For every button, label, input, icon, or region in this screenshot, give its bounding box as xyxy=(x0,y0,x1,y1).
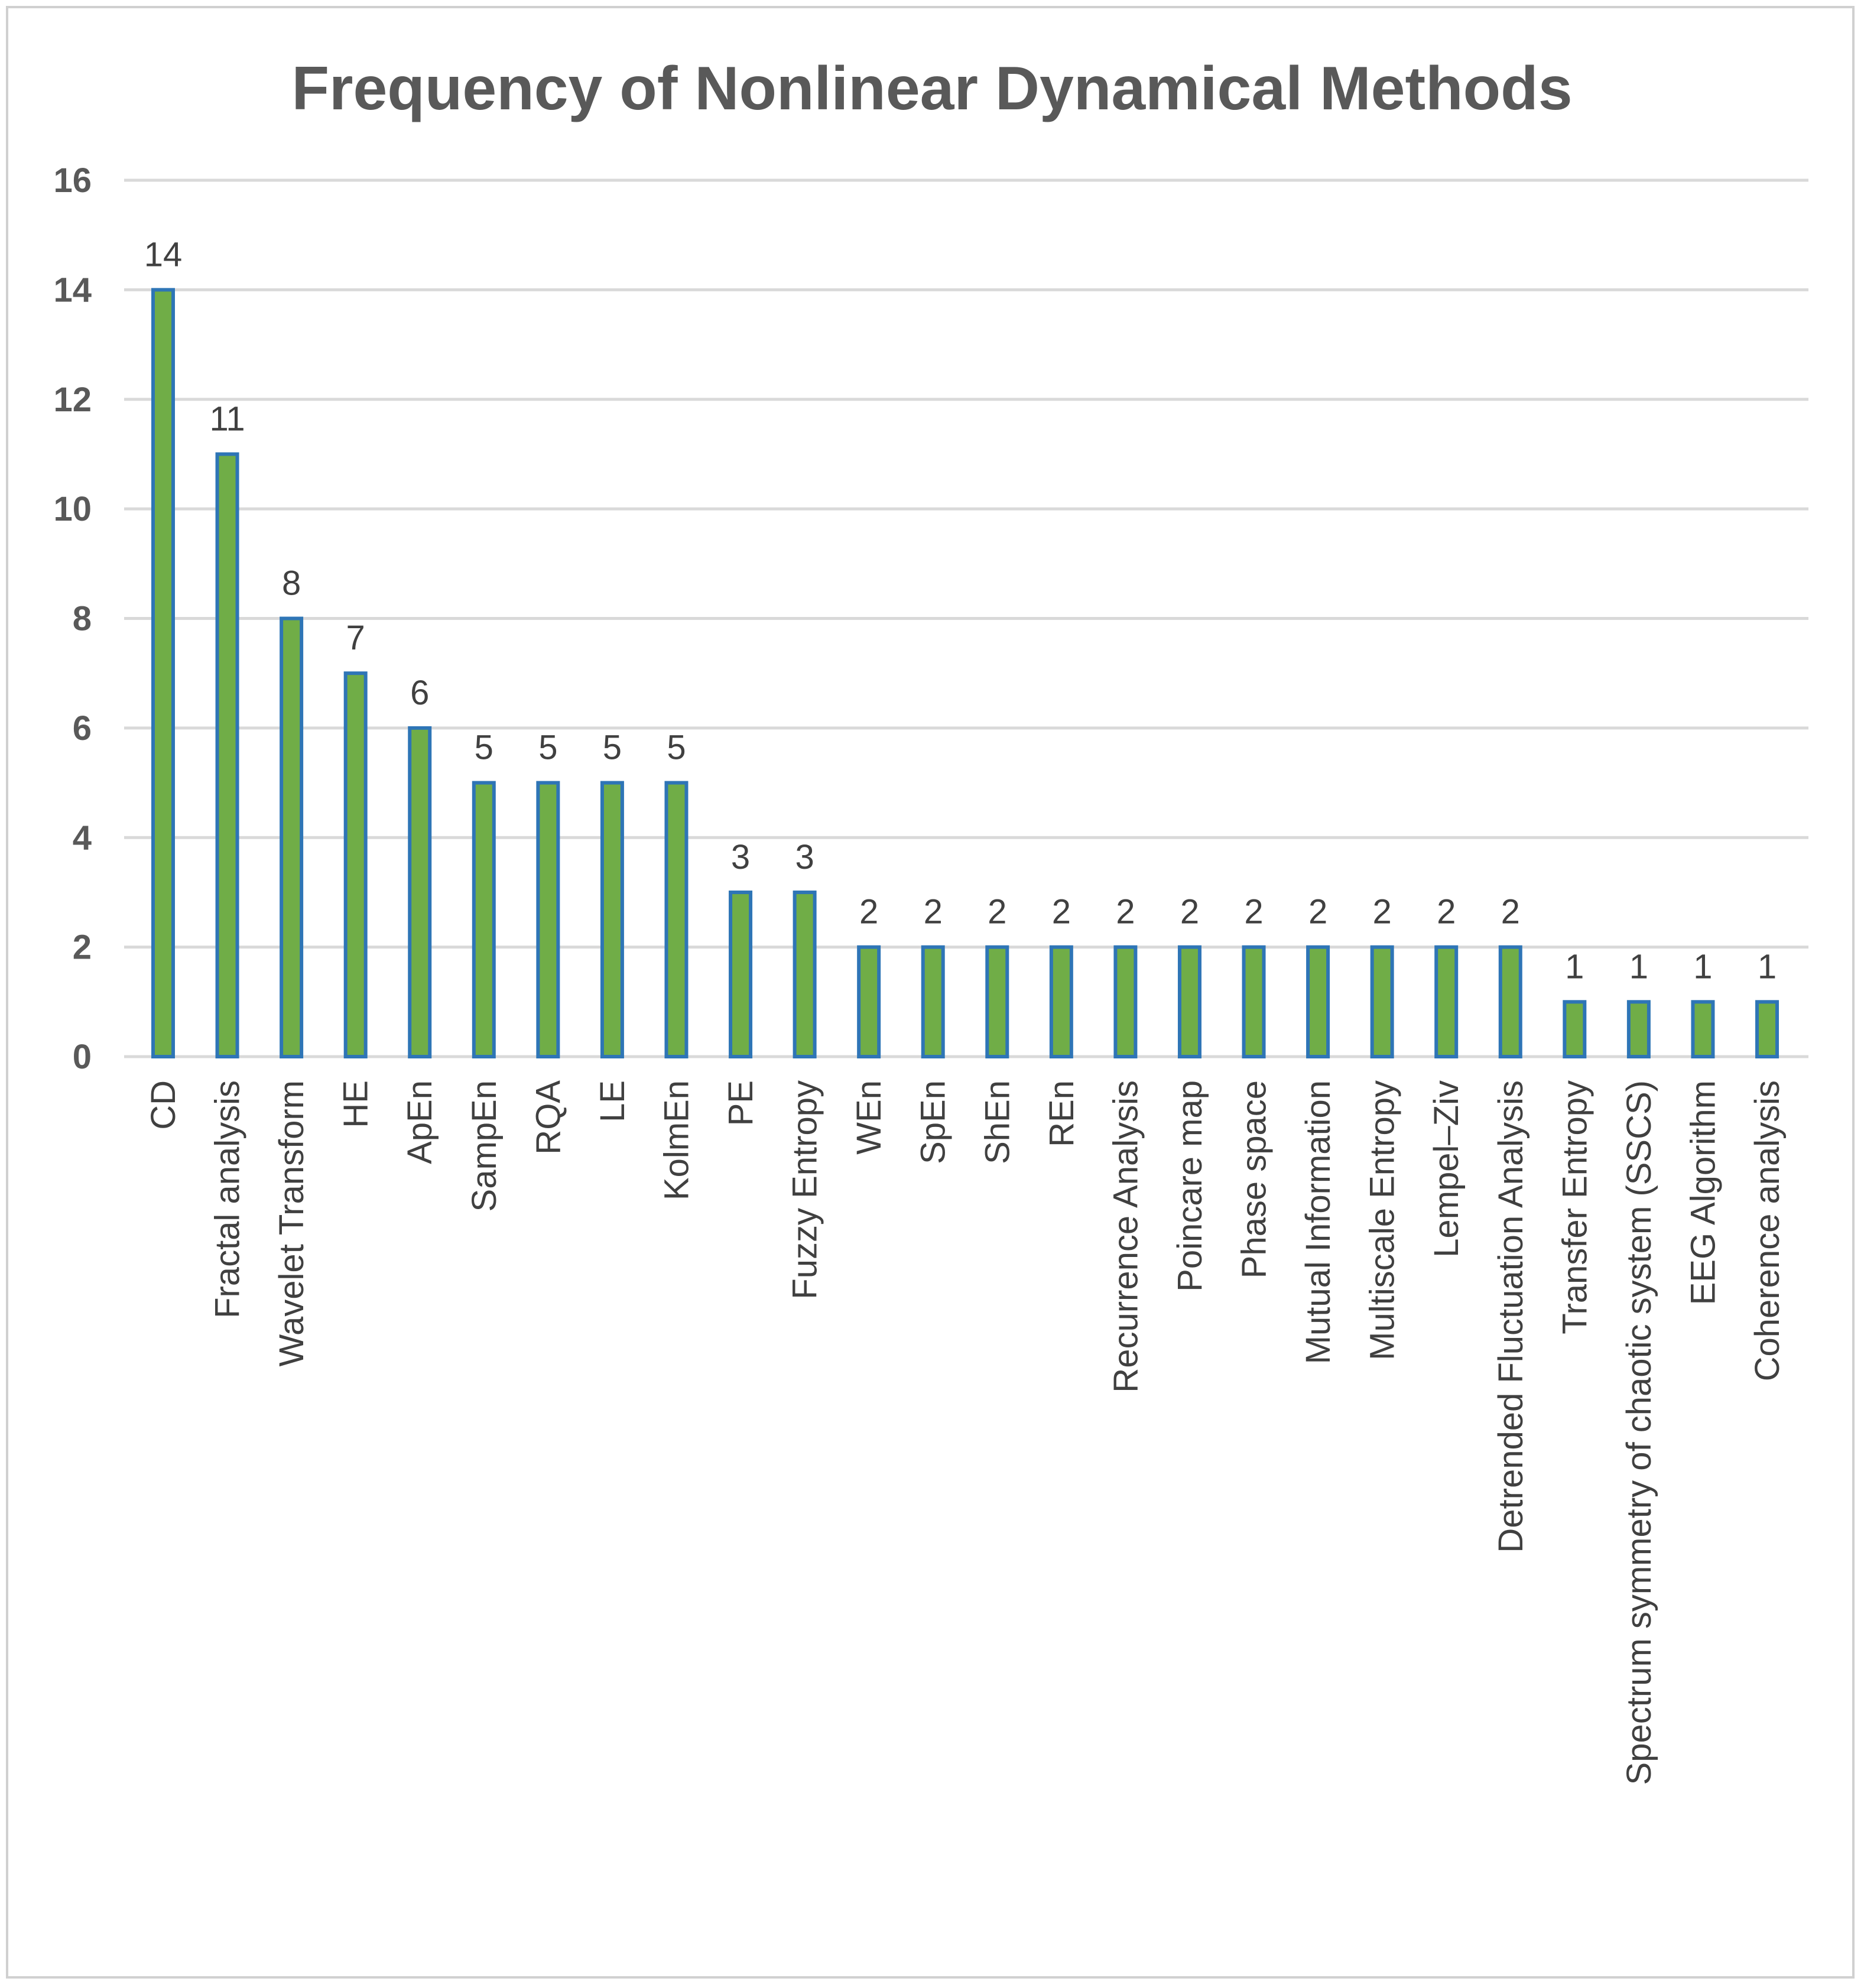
data-label: 2 xyxy=(1308,893,1327,931)
bar[interactable] xyxy=(1691,1000,1715,1058)
data-label: 5 xyxy=(667,729,686,767)
x-tick-label: Poincare map xyxy=(1171,1080,1209,1292)
bar[interactable] xyxy=(921,945,945,1058)
x-tick-label: CD xyxy=(144,1080,183,1130)
data-label: 11 xyxy=(209,399,245,438)
x-tick-label: HE xyxy=(337,1080,375,1128)
y-tick-label: 16 xyxy=(53,161,92,200)
y-tick-label: 12 xyxy=(53,381,92,419)
x-tick-label: Fractal analysis xyxy=(209,1080,247,1318)
bar[interactable] xyxy=(729,890,753,1058)
bar[interactable] xyxy=(664,781,689,1058)
x-tick-label: Multiscale Entropy xyxy=(1363,1080,1402,1360)
x-tick-label: Phase space xyxy=(1235,1080,1274,1278)
bar[interactable] xyxy=(1434,945,1459,1058)
bar[interactable] xyxy=(1626,1000,1651,1058)
y-tick-label: 4 xyxy=(73,818,92,857)
bar[interactable] xyxy=(408,726,432,1058)
data-label: 2 xyxy=(859,893,878,931)
bar[interactable] xyxy=(1242,945,1266,1058)
data-label: 2 xyxy=(1437,893,1456,931)
x-tick-label: Recurrence Analysis xyxy=(1106,1080,1145,1393)
bar[interactable] xyxy=(1370,945,1394,1058)
data-label: 5 xyxy=(603,729,622,767)
x-tick-label: Mutual Information xyxy=(1299,1080,1337,1364)
data-label: 2 xyxy=(924,893,943,931)
data-label: 5 xyxy=(475,729,493,767)
data-label: 2 xyxy=(1373,893,1392,931)
x-tick-label: Spectrum symmetry of chaotic system (SSC… xyxy=(1620,1080,1658,1785)
x-tick-label: EEG Algorithm xyxy=(1684,1080,1722,1305)
x-tick-label: Detrended Fluctuation Analysis xyxy=(1492,1080,1530,1553)
x-axis-tick-labels: CD Fractal analysis Wavelet Transform HE ApE… xyxy=(144,1080,1787,1785)
bars xyxy=(151,288,1779,1058)
y-tick-label: 6 xyxy=(73,709,92,748)
x-tick-label: SpEn xyxy=(914,1080,953,1164)
bar[interactable] xyxy=(1113,945,1138,1058)
data-label: 1 xyxy=(1629,947,1648,986)
bar[interactable] xyxy=(1177,945,1201,1058)
data-label: 14 xyxy=(144,235,183,274)
x-tick-label: REn xyxy=(1043,1080,1081,1147)
data-label: 3 xyxy=(731,838,750,876)
y-tick-label: 0 xyxy=(73,1038,92,1076)
x-tick-label: RQA xyxy=(529,1080,567,1155)
data-label: 3 xyxy=(795,838,814,876)
x-tick-label: PE xyxy=(722,1080,760,1126)
bar[interactable] xyxy=(472,781,496,1058)
x-tick-label: Transfer Entropy xyxy=(1556,1080,1594,1334)
y-tick-label: 2 xyxy=(73,928,92,967)
data-label: 2 xyxy=(1180,893,1199,931)
bar[interactable] xyxy=(536,781,560,1058)
x-tick-label: Coherence analysis xyxy=(1748,1080,1787,1381)
x-tick-label: ApEn xyxy=(401,1080,439,1164)
y-tick-label: 8 xyxy=(73,600,92,638)
data-label: 8 xyxy=(282,564,301,603)
bar[interactable] xyxy=(343,671,368,1058)
x-tick-label: LE xyxy=(593,1080,632,1122)
bar[interactable] xyxy=(793,890,817,1058)
bar[interactable] xyxy=(1563,1000,1587,1058)
bar[interactable] xyxy=(1306,945,1330,1058)
x-tick-label: Wavelet Transform xyxy=(272,1080,311,1367)
data-label: 1 xyxy=(1693,947,1712,986)
data-label: 2 xyxy=(1244,893,1263,931)
bar[interactable] xyxy=(1049,945,1073,1058)
x-tick-label: Fuzzy Entropy xyxy=(786,1080,824,1300)
x-tick-label: SampEn xyxy=(465,1080,504,1211)
bar[interactable] xyxy=(280,616,304,1058)
gridlines xyxy=(124,178,1808,1058)
x-tick-label: ShEn xyxy=(978,1080,1017,1164)
y-axis-tick-labels: 0 2 4 6 8 10 12 14 16 xyxy=(53,161,92,1076)
bar[interactable] xyxy=(151,288,175,1058)
x-tick-label: WEn xyxy=(850,1080,888,1155)
data-label: 7 xyxy=(346,619,365,657)
data-label: 2 xyxy=(1501,893,1520,931)
data-label: 1 xyxy=(1565,947,1584,986)
data-label: 6 xyxy=(410,674,429,712)
x-tick-label: KolmEn xyxy=(657,1080,696,1200)
bar[interactable] xyxy=(985,945,1009,1058)
data-label: 1 xyxy=(1758,947,1777,986)
bar[interactable] xyxy=(1498,945,1522,1058)
bar[interactable] xyxy=(1755,1000,1779,1058)
bar[interactable] xyxy=(857,945,881,1058)
data-label: 2 xyxy=(1116,893,1135,931)
y-tick-label: 14 xyxy=(53,271,92,309)
data-label: 2 xyxy=(1052,893,1071,931)
x-tick-label: Lempel–Ziv xyxy=(1427,1080,1466,1258)
bar[interactable] xyxy=(215,452,239,1058)
data-label: 2 xyxy=(988,893,1006,931)
y-tick-label: 10 xyxy=(53,490,92,528)
bar[interactable] xyxy=(600,781,624,1058)
data-label: 5 xyxy=(538,729,557,767)
chart-title: Frequency of Nonlinear Dynamical Methods xyxy=(291,54,1572,123)
